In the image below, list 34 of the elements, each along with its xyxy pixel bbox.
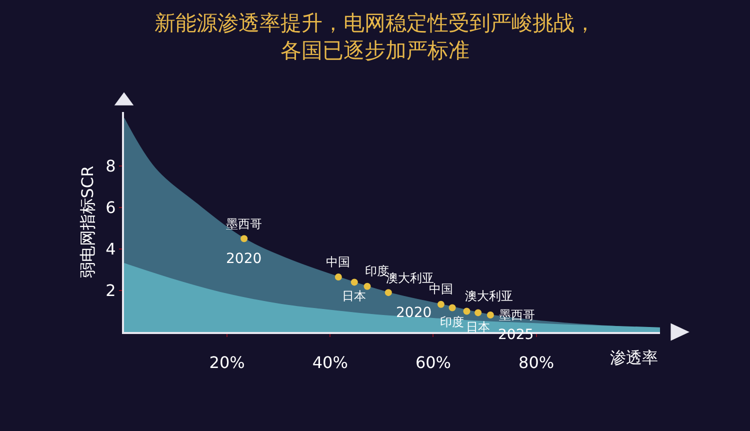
chart-subtitle: 各国已逐步加严标准	[280, 38, 470, 62]
x-tick-label: 80%	[518, 353, 554, 372]
y-tick-label: 4	[106, 240, 116, 259]
annotation: 日本	[342, 289, 366, 303]
annotation: 中国	[326, 255, 350, 269]
annotation: 印度	[440, 315, 464, 329]
series-label: 2020	[396, 305, 432, 321]
point	[334, 274, 342, 280]
point	[463, 308, 470, 315]
y-tick-label: 8	[106, 156, 116, 176]
annotation: 墨西哥	[499, 308, 535, 322]
y-axis-title: 弱电网指标SCR	[78, 166, 98, 278]
annotation: 澳大利亚	[386, 271, 434, 285]
x-tick-label: 40%	[312, 353, 348, 372]
y-tick-label: 2	[106, 281, 116, 300]
annotation: 日本	[466, 320, 490, 334]
point	[384, 289, 392, 296]
chart-title: 新能源渗透率提升，电网稳定性受到严峻挑战，	[154, 11, 596, 36]
x-tick-label: 60%	[415, 353, 452, 372]
point	[364, 282, 371, 290]
annotation: 中国	[429, 282, 453, 296]
annotation: 澳大利亚	[465, 289, 513, 303]
y-tick-label: 6	[106, 198, 116, 218]
point	[350, 278, 358, 286]
series-label: 2020	[226, 251, 262, 267]
point	[437, 300, 444, 308]
point	[448, 304, 456, 312]
x-tick-label: 20%	[209, 353, 245, 372]
point	[486, 311, 494, 318]
point	[474, 309, 482, 316]
annotation: 印度	[365, 264, 389, 278]
annotation: 墨西哥	[226, 217, 262, 231]
point	[240, 235, 248, 242]
x-axis-title: 渗透率	[610, 348, 658, 367]
